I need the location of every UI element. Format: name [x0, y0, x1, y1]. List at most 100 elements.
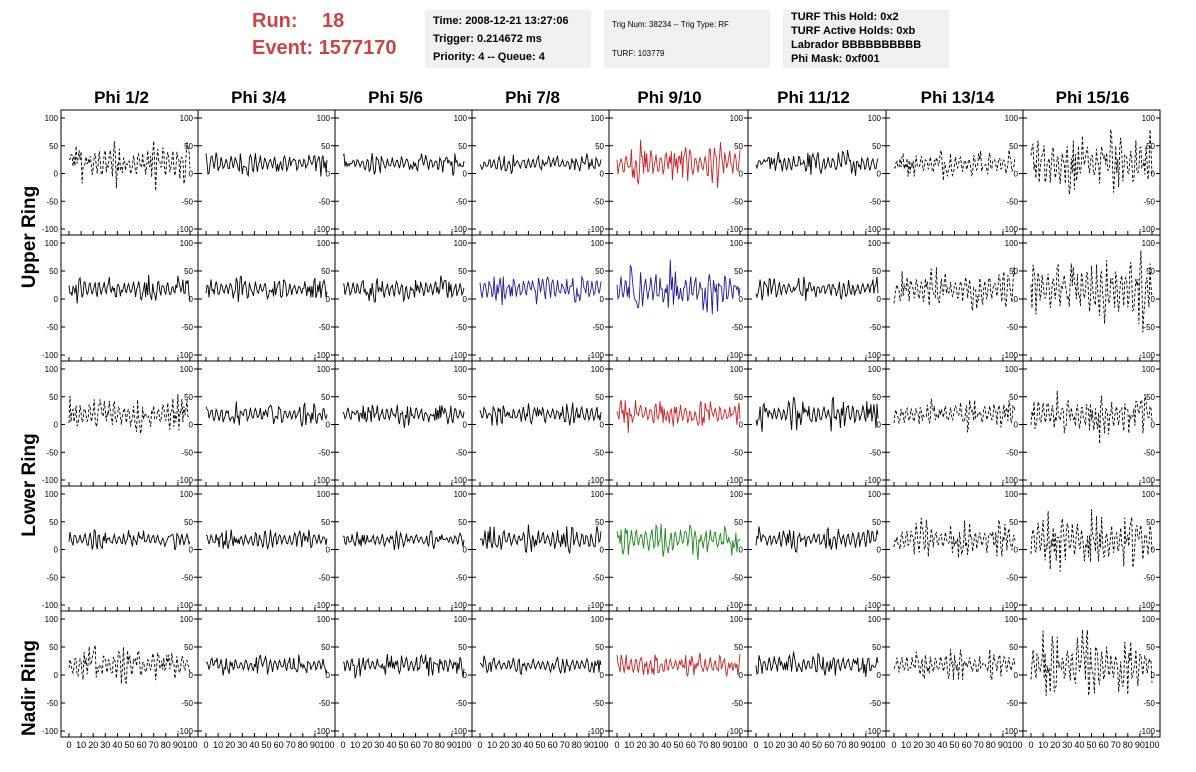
y-tick-label: 100	[454, 114, 468, 123]
y-tick-label: 100	[317, 239, 331, 248]
y-tick-label: 100	[868, 615, 882, 624]
x-tick-label: 50	[1086, 740, 1096, 750]
y-tick-label: 100	[1005, 490, 1019, 499]
y-tick-label: 0	[189, 421, 194, 430]
waveform-trace	[479, 275, 602, 306]
x-tick-label: 30	[1062, 740, 1072, 750]
y-tick-label: 50	[458, 393, 467, 402]
x-tick-label: 10	[901, 740, 911, 750]
x-tick-label: 20	[637, 740, 647, 750]
y-tick-label: 100	[868, 114, 882, 123]
column-header-phi-15-16: Phi 15/16	[1055, 88, 1130, 107]
y-tick-label: 100	[180, 114, 194, 123]
x-tick-label: 60	[824, 740, 834, 750]
y-tick-label: -100	[42, 225, 59, 234]
y-tick-label: 0	[326, 295, 331, 304]
x-tick-label: 60	[411, 740, 421, 750]
y-tick-label: -100	[451, 225, 468, 234]
y-tick-label: -50	[731, 699, 743, 708]
plot-frame	[608, 610, 749, 738]
y-tick-label: 0	[739, 170, 744, 179]
y-tick-label: 0	[877, 671, 882, 680]
plot-frame	[608, 485, 749, 612]
y-tick-label: 50	[458, 267, 467, 276]
column-header-phi-11-12: Phi 11/12	[777, 88, 850, 107]
y-tick-label: 50	[184, 142, 193, 151]
x-tick-label: 90	[584, 740, 594, 750]
y-tick-label: -100	[727, 727, 744, 736]
y-tick-label: -50	[181, 197, 193, 206]
y-tick-label: 50	[1146, 267, 1155, 276]
y-tick-label: -50	[46, 699, 58, 708]
y-tick-label: -100	[42, 727, 59, 736]
x-tick-label: 90	[998, 740, 1008, 750]
y-tick-label: -100	[314, 476, 331, 485]
plot-frame	[60, 234, 199, 362]
x-tick-label: 80	[1123, 740, 1133, 750]
x-tick-label: 90	[310, 740, 320, 750]
y-tick-label: -100	[1002, 727, 1019, 736]
x-tick-label: 100	[456, 740, 471, 750]
y-tick-label: -50	[592, 197, 604, 206]
trigger-text: Trigger: 0.214672 ms	[433, 33, 542, 45]
y-tick-label: 100	[591, 114, 605, 123]
x-tick-label: 90	[1135, 740, 1145, 750]
plot-frame	[1022, 485, 1161, 612]
x-tick-label: 40	[386, 740, 396, 750]
y-tick-label: 0	[189, 546, 194, 555]
y-tick-label: -100	[727, 476, 744, 485]
y-tick-label: -50	[869, 323, 881, 332]
x-tick-label: 70	[974, 740, 984, 750]
waveform-trace	[342, 653, 465, 679]
column-header-phi-3-4: Phi 3/4	[231, 88, 286, 107]
plot-frame	[334, 109, 473, 236]
y-tick-label: -100	[177, 727, 194, 736]
x-tick-label: 60	[137, 740, 147, 750]
waveform-trace	[893, 398, 1016, 433]
trig-num-box: Trig Num: 38234 -- Trig Type: RF TURF: 1…	[604, 10, 770, 68]
event-label: Event:	[252, 37, 314, 59]
column-header-phi-5-6: Phi 5/6	[368, 88, 423, 107]
x-tick-label: 40	[112, 740, 122, 750]
y-tick-label: -100	[865, 225, 882, 234]
x-tick-label: 0	[614, 740, 619, 750]
plot-frame	[471, 485, 610, 612]
y-tick-label: -50	[181, 573, 193, 582]
y-tick-label: 50	[321, 267, 330, 276]
y-tick-label: 100	[1005, 365, 1019, 374]
x-tick-label: 80	[710, 740, 720, 750]
x-tick-label: 50	[398, 740, 408, 750]
y-tick-label: -100	[588, 351, 605, 360]
y-tick-label: 100	[1142, 615, 1156, 624]
run-event-block: Run: 18 Event: 1577170	[252, 8, 397, 62]
y-tick-label: -50	[46, 448, 58, 457]
x-tick-label: 50	[261, 740, 271, 750]
y-tick-label: -100	[314, 225, 331, 234]
y-tick-label: -100	[451, 351, 468, 360]
y-tick-label: -50	[318, 573, 330, 582]
y-tick-label: 0	[1014, 671, 1019, 680]
x-tick-label: 60	[962, 740, 972, 750]
plot-frame	[747, 109, 887, 236]
plot-frame	[334, 610, 473, 738]
waveform-trace	[616, 139, 741, 188]
x-tick-label: 100	[319, 740, 334, 750]
y-tick-label: -50	[592, 699, 604, 708]
y-tick-label: 100	[180, 365, 194, 374]
x-tick-label: 30	[511, 740, 521, 750]
turf-hold-text: TURF This Hold: 0x2	[791, 11, 899, 23]
y-tick-label: 50	[1146, 643, 1155, 652]
y-tick-label: 50	[595, 393, 604, 402]
y-tick-label: -50	[1143, 448, 1155, 457]
y-tick-label: 50	[595, 518, 604, 527]
y-tick-label: 50	[595, 142, 604, 151]
y-tick-label: 0	[1151, 421, 1156, 430]
y-tick-label: 0	[600, 295, 605, 304]
y-tick-label: 50	[1009, 643, 1018, 652]
y-tick-label: -50	[869, 699, 881, 708]
x-tick-label: 0	[66, 740, 71, 750]
y-tick-label: 0	[600, 671, 605, 680]
y-tick-label: -50	[869, 197, 881, 206]
y-tick-label: -50	[1143, 699, 1155, 708]
y-tick-label: -100	[865, 727, 882, 736]
